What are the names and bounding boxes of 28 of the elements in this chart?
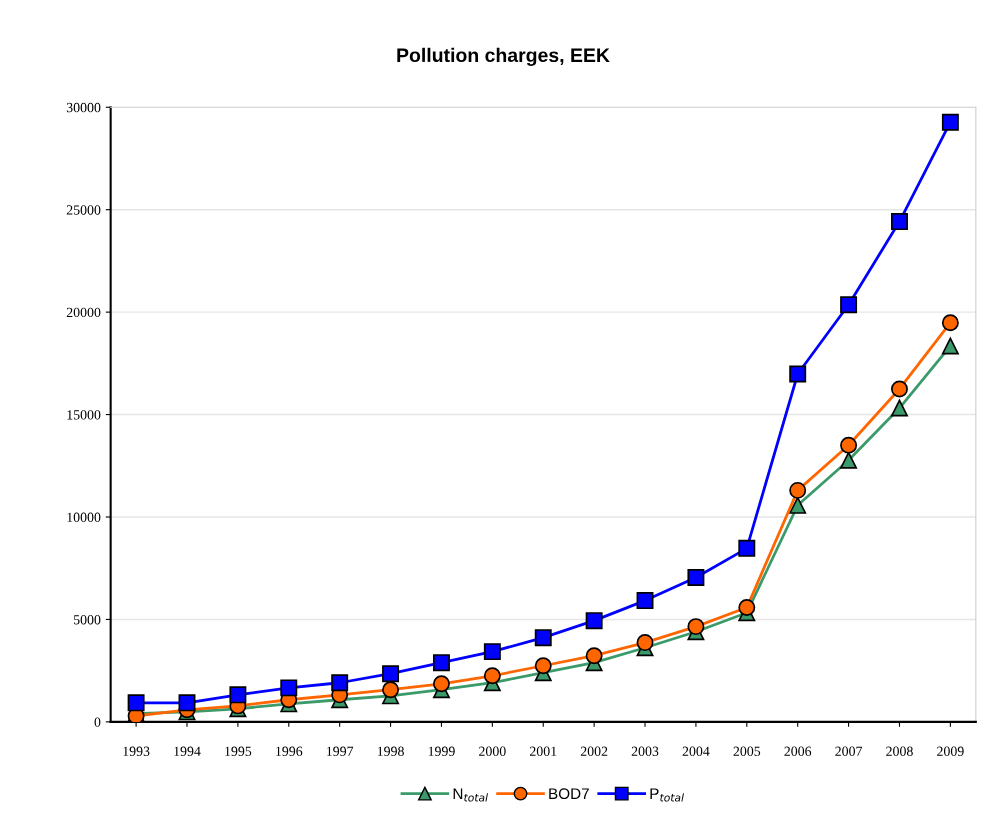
x-tick-label: 1997 bbox=[327, 746, 354, 756]
x-tick-label: 1999 bbox=[428, 746, 455, 756]
x-tick-label: 1995 bbox=[225, 746, 252, 756]
x-tick-label: 1998 bbox=[377, 746, 404, 756]
x-tick-label: 2009 bbox=[937, 746, 964, 756]
x-tick-label: 2000 bbox=[479, 746, 506, 756]
legend-label: N$_{total}$ bbox=[453, 788, 488, 802]
legend-label: BOD7 bbox=[549, 788, 589, 800]
x-tick-label: 1996 bbox=[276, 746, 303, 756]
x-tick-label: 2002 bbox=[580, 746, 608, 756]
x-tick-label: 1994 bbox=[174, 746, 201, 756]
x-tick-label: 1993 bbox=[123, 746, 150, 756]
y-tick-label: 0 bbox=[94, 717, 101, 727]
chart-title: Pollution charges, EEK bbox=[397, 47, 610, 66]
x-tick-label: 2008 bbox=[886, 746, 913, 756]
x-tick-label: 2005 bbox=[733, 746, 761, 756]
y-tick-label: 5000 bbox=[73, 615, 101, 625]
y-tick-label: 10000 bbox=[67, 512, 101, 522]
x-tick-label: 2004 bbox=[682, 746, 710, 756]
x-tick-label: 2001 bbox=[529, 746, 557, 756]
x-tick-label: 2003 bbox=[631, 746, 659, 756]
x-tick-label: 2007 bbox=[835, 746, 863, 756]
x-tick-label: 2006 bbox=[784, 746, 812, 756]
y-tick-label: 25000 bbox=[66, 205, 101, 215]
legend-label: P$_{total}$ bbox=[650, 788, 684, 802]
y-tick-label: 15000 bbox=[67, 410, 101, 420]
y-tick-label: 20000 bbox=[66, 307, 101, 318]
y-tick-label: 30000 bbox=[66, 102, 101, 113]
